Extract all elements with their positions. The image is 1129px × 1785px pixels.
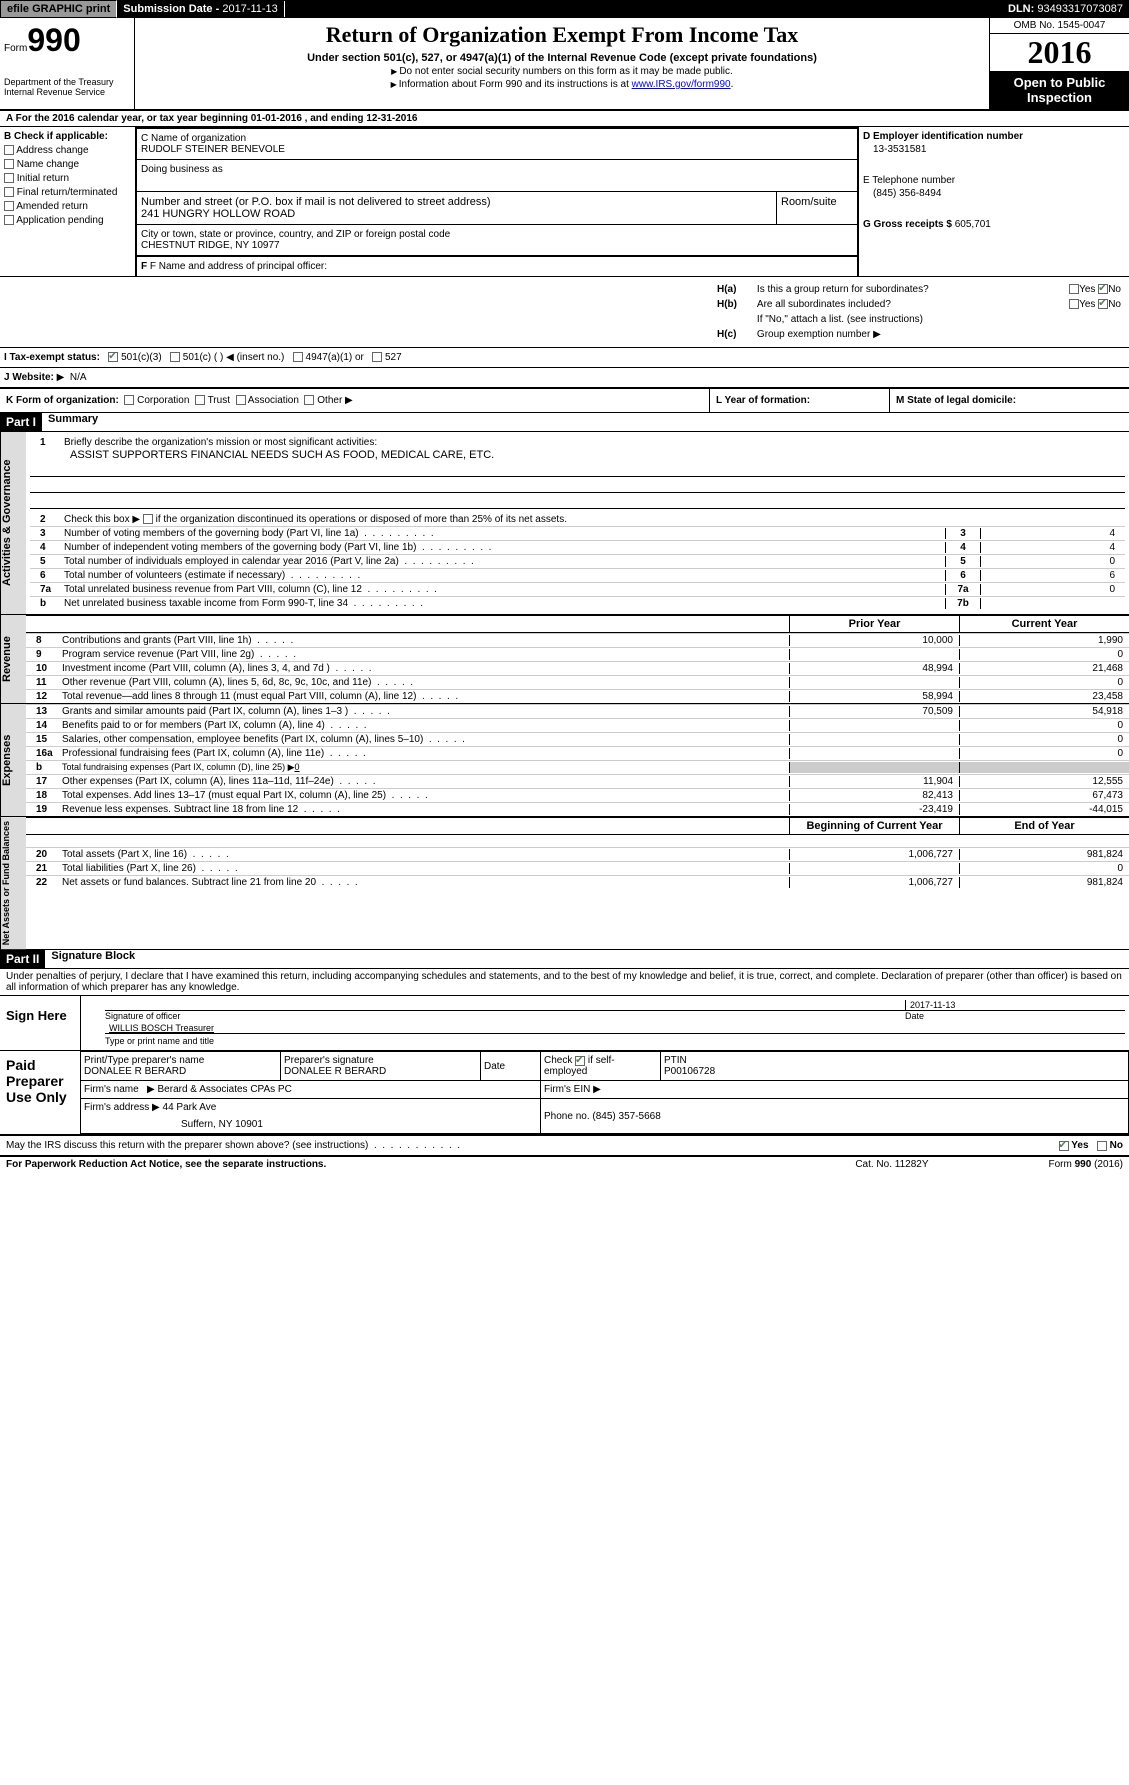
preparer-name: DONALEE R BERARD [84,1066,186,1077]
street-address: 241 HUNGRY HOLLOW ROAD [141,208,295,220]
fgh-section: H(a)Is this a group return for subordina… [0,277,1129,348]
sign-here-label: Sign Here [0,996,80,1050]
firm-phone: (845) 357-5668 [592,1111,660,1122]
officer-name: WILLIS BOSCH Treasurer [109,1023,214,1033]
part-2-header: Part IISignature Block [0,950,1129,969]
firm-address-2: Suffern, NY 10901 [81,1116,541,1134]
column-b: B Check if applicable: Address change Na… [0,127,135,276]
check-pending[interactable] [4,215,14,225]
ein-value: 13-3531581 [863,144,1125,155]
line-j: J Website: ▶ N/A [0,368,1129,389]
city-state-zip: CHESTNUT RIDGE, NY 10977 [141,240,280,251]
discuss-yes[interactable] [1059,1141,1069,1151]
irs-link[interactable]: www.IRS.gov/form990 [632,79,731,90]
column-de: D Employer identification number13-35315… [859,127,1129,276]
check-initial-return[interactable] [4,173,14,183]
sidebar-revenue: Revenue [0,615,26,703]
footer-bottom: For Paperwork Reduction Act Notice, see … [0,1155,1129,1172]
part-1-header: Part ISummary [0,413,1129,432]
efile-button[interactable]: efile GRAPHIC print [0,0,117,18]
top-bar: efile GRAPHIC print Submission Date - 20… [0,0,1129,18]
form-header: Form990 Department of the Treasury Inter… [0,18,1129,111]
sidebar-governance: Activities & Governance [0,432,26,614]
form-title: Return of Organization Exempt From Incom… [139,22,985,48]
section-bcde: B Check if applicable: Address change Na… [0,127,1129,277]
tax-year: 2016 [990,34,1129,71]
column-c: C Name of organizationRUDOLF STEINER BEN… [135,127,859,276]
org-name: RUDOLF STEINER BENEVOLE [141,144,285,155]
info-instruction: Information about Form 990 and its instr… [139,79,985,90]
firm-name: Berard & Associates CPAs PC [158,1084,292,1095]
declaration-text: Under penalties of perjury, I declare th… [0,969,1129,996]
ptin-value: P00106728 [664,1066,715,1077]
submission-date: Submission Date - 2017-11-13 [117,1,284,17]
gross-receipts: 605,701 [955,219,991,230]
check-address-change[interactable] [4,145,14,155]
check-501c3[interactable] [108,352,118,362]
form-label: Form [4,43,27,54]
dln: DLN: 93493317073087 [285,1,1129,17]
check-name-change[interactable] [4,159,14,169]
mission-text: ASSIST SUPPORTERS FINANCIAL NEEDS SUCH A… [30,449,1125,461]
phone-value: (845) 356-8494 [863,188,1125,199]
sidebar-expenses: Expenses [0,704,26,816]
check-527[interactable] [372,352,382,362]
check-4947[interactable] [293,352,303,362]
form-number: 990 [27,22,80,59]
check-final-return[interactable] [4,187,14,197]
form-subtitle: Under section 501(c), 527, or 4947(a)(1)… [139,52,985,64]
check-amended[interactable] [4,201,14,211]
dept-treasury: Department of the Treasury [4,77,130,87]
preparer-signature: DONALEE R BERARD [284,1066,386,1077]
public-inspection: Open to PublicInspection [990,71,1129,109]
firm-address-1: 44 Park Ave [163,1102,217,1113]
paid-preparer-label: Paid Preparer Use Only [0,1051,80,1134]
omb-number: OMB No. 1545-0047 [990,18,1129,34]
line-i: I Tax-exempt status: 501(c)(3) 501(c) ( … [0,348,1129,368]
discuss-line: May the IRS discuss this return with the… [0,1135,1129,1155]
sidebar-netassets: Net Assets or Fund Balances [0,817,26,949]
dept-irs: Internal Revenue Service [4,87,130,97]
ssn-instruction: Do not enter social security numbers on … [139,66,985,77]
row-a-tax-year: A For the 2016 calendar year, or tax yea… [0,111,1129,127]
line-klm: K Form of organization: Corporation Trus… [0,389,1129,413]
discuss-no[interactable] [1097,1141,1107,1151]
preparer-table: Print/Type preparer's nameDONALEE R BERA… [80,1051,1129,1134]
check-501c[interactable] [170,352,180,362]
